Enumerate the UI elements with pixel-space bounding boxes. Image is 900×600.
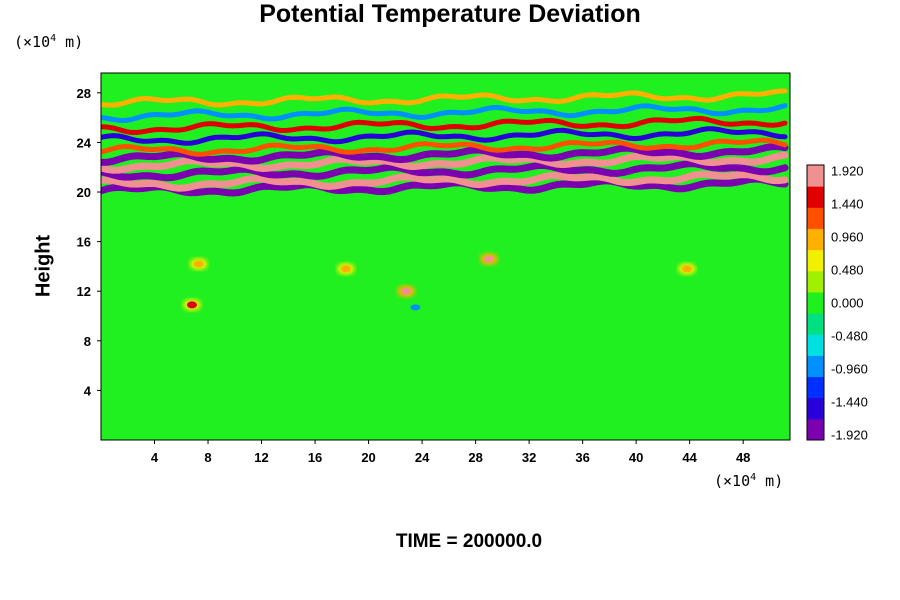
colorbar-swatch — [807, 165, 824, 187]
y-tick-label: 16 — [77, 235, 91, 250]
colorbar-swatch — [807, 228, 824, 251]
colorbar-swatch — [807, 313, 824, 335]
colorbar-swatch — [807, 270, 824, 293]
x-tick-label: 16 — [308, 450, 322, 465]
colorbar-swatch — [807, 418, 824, 441]
y-tick-label: 20 — [77, 185, 91, 200]
heatmap-band — [101, 137, 788, 157]
colorbar-swatch — [807, 291, 824, 314]
heatmap-band — [101, 88, 788, 108]
colorbar-swatch — [807, 249, 824, 272]
x-tick-label: 8 — [204, 450, 211, 465]
heatmap-warm-cell — [340, 265, 351, 273]
colorbar-frame — [806, 164, 825, 441]
colorbar-swatch — [807, 334, 824, 356]
x-tick-label: 24 — [415, 450, 430, 465]
colorbar-swatch — [807, 355, 824, 378]
chart-title: Potential Temperature Deviation — [259, 0, 641, 28]
x-axis-unit: (×104 m) — [714, 472, 784, 490]
colorbar: 1.920 1.440 0.960 0.480 0.000 -0.480 -0.960 -1.… — [806, 164, 868, 443]
heatmap-warm-cell — [193, 260, 204, 268]
heatmap-band — [101, 151, 789, 174]
colorbar-label: 0.960 — [831, 230, 864, 245]
x-tick-label: 32 — [522, 450, 536, 465]
colorbar-swatch — [807, 376, 824, 399]
colorbar-label: -1.440 — [831, 395, 868, 410]
heatmap-warm-cell — [401, 287, 412, 295]
plot-area — [101, 73, 790, 440]
x-tick-label: 12 — [254, 450, 268, 465]
y-axis: 4 8 12 16 20 24 28 — [77, 86, 101, 398]
x-tick-label: 28 — [468, 450, 482, 465]
colorbar-label: 1.440 — [831, 197, 864, 212]
heatmap-band — [101, 115, 788, 136]
heatmap-band — [101, 103, 788, 124]
colorbar-label: 0.480 — [831, 263, 864, 278]
x-tick-label: 4 — [151, 450, 159, 465]
heatmap-band — [101, 170, 789, 192]
colorbar-swatch — [807, 397, 824, 420]
heatmap-warm-cell — [186, 301, 197, 309]
heatmap-cool-cell — [410, 304, 421, 311]
heatmap-warm-cell — [681, 265, 692, 273]
x-tick-label: 20 — [361, 450, 375, 465]
y-axis-unit: (×104 m) — [14, 33, 84, 51]
colorbar-label: -0.960 — [831, 362, 868, 377]
x-tick-label: 40 — [629, 450, 643, 465]
colorbar-label: -1.920 — [831, 428, 868, 443]
colorbar-label: 0.000 — [831, 296, 864, 311]
colorbar-label: 1.920 — [831, 164, 864, 179]
y-tick-label: 28 — [77, 86, 91, 101]
time-label: TIME = 200000.0 — [395, 531, 543, 552]
heatmap-band — [101, 175, 789, 197]
plot-frame — [100, 72, 791, 441]
x-tick-label: 48 — [736, 450, 750, 465]
heatmap-band — [101, 142, 789, 166]
y-tick-label: 24 — [77, 135, 92, 150]
y-tick-label: 12 — [77, 284, 91, 299]
x-axis: 4 8 12 16 20 24 28 32 36 40 44 48 — [151, 440, 750, 465]
y-tick-label: 4 — [84, 383, 92, 398]
heatmap-band — [101, 160, 789, 182]
x-tick-label: 36 — [575, 450, 589, 465]
y-tick-label: 8 — [84, 334, 91, 349]
x-tick-label: 44 — [682, 450, 697, 465]
heatmap-band — [101, 126, 788, 146]
colorbar-swatch — [807, 186, 824, 208]
heatmap-warm-cell — [483, 255, 494, 263]
colorbar-swatch — [807, 207, 824, 229]
colorbar-label: -0.480 — [831, 329, 868, 344]
